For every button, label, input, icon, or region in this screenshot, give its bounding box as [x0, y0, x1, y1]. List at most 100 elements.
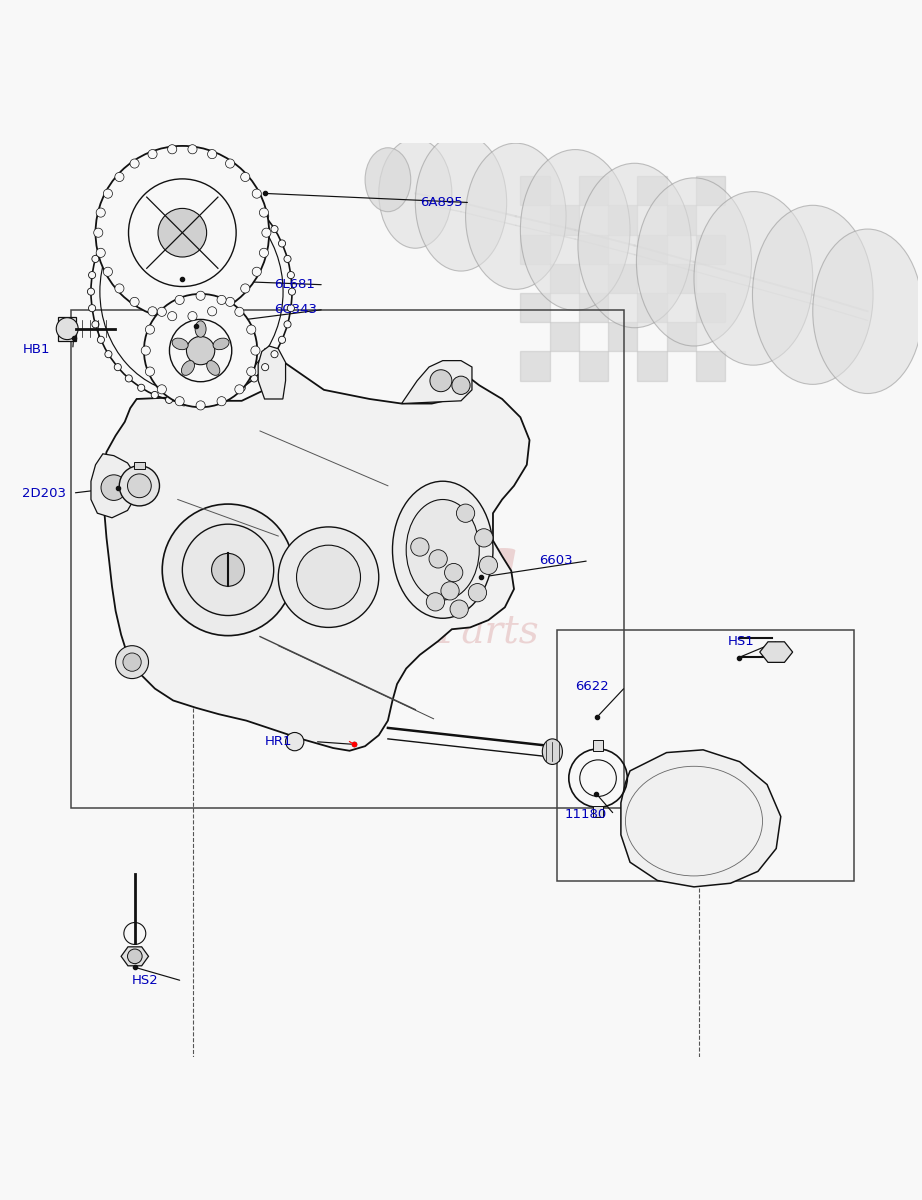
Circle shape: [148, 307, 157, 316]
Circle shape: [284, 256, 291, 263]
Bar: [520, 234, 550, 264]
Bar: [557, 630, 854, 882]
Circle shape: [226, 158, 235, 168]
Circle shape: [146, 367, 155, 376]
Circle shape: [450, 600, 468, 618]
Circle shape: [98, 240, 104, 247]
Bar: [520, 352, 550, 380]
Circle shape: [128, 179, 236, 287]
Circle shape: [89, 305, 96, 312]
Circle shape: [103, 190, 112, 198]
Circle shape: [456, 504, 475, 522]
Circle shape: [105, 226, 112, 233]
Circle shape: [196, 401, 206, 410]
Circle shape: [141, 346, 150, 355]
Bar: [609, 205, 637, 234]
Circle shape: [271, 350, 278, 358]
Circle shape: [183, 524, 274, 616]
Circle shape: [210, 396, 218, 403]
Circle shape: [235, 385, 244, 394]
Bar: [550, 323, 579, 352]
Circle shape: [115, 173, 124, 181]
Circle shape: [98, 336, 104, 343]
Circle shape: [253, 190, 261, 198]
Text: HR1: HR1: [265, 736, 292, 748]
Ellipse shape: [195, 320, 207, 337]
Ellipse shape: [207, 360, 219, 376]
Circle shape: [278, 240, 286, 247]
Circle shape: [96, 208, 105, 217]
Circle shape: [251, 346, 260, 355]
Bar: [58, 317, 77, 341]
Bar: [696, 293, 725, 323]
Circle shape: [262, 228, 271, 238]
Circle shape: [207, 150, 217, 158]
Circle shape: [251, 202, 257, 209]
Ellipse shape: [636, 178, 751, 346]
Circle shape: [123, 653, 141, 671]
Bar: [134, 462, 145, 469]
Circle shape: [166, 396, 172, 403]
Circle shape: [259, 248, 268, 257]
Circle shape: [430, 370, 452, 391]
Circle shape: [288, 305, 294, 312]
Polygon shape: [621, 750, 781, 887]
Circle shape: [114, 364, 122, 371]
Polygon shape: [258, 346, 286, 398]
Circle shape: [210, 180, 218, 187]
Ellipse shape: [813, 229, 922, 394]
Bar: [594, 805, 603, 816]
Bar: [667, 205, 696, 234]
Circle shape: [468, 583, 487, 602]
Text: 6C343: 6C343: [274, 302, 316, 316]
Circle shape: [181, 178, 187, 185]
Circle shape: [146, 325, 155, 334]
Circle shape: [195, 178, 203, 185]
Circle shape: [151, 185, 159, 192]
Circle shape: [225, 391, 231, 398]
Bar: [696, 234, 725, 264]
Bar: [667, 264, 696, 293]
Circle shape: [235, 307, 244, 317]
Circle shape: [96, 146, 269, 319]
Bar: [579, 234, 609, 264]
Bar: [579, 176, 609, 205]
Circle shape: [94, 228, 103, 238]
Bar: [667, 323, 696, 352]
Bar: [637, 352, 667, 380]
Circle shape: [247, 367, 255, 376]
Circle shape: [238, 192, 245, 199]
Bar: [637, 176, 667, 205]
Circle shape: [289, 288, 296, 295]
Circle shape: [130, 298, 139, 306]
Circle shape: [241, 173, 250, 181]
Circle shape: [217, 397, 226, 406]
Circle shape: [170, 319, 231, 382]
Circle shape: [105, 350, 112, 358]
Circle shape: [271, 226, 278, 233]
Circle shape: [130, 158, 139, 168]
Circle shape: [288, 271, 294, 278]
Circle shape: [410, 538, 429, 556]
Text: 2D203: 2D203: [22, 487, 66, 499]
Circle shape: [158, 385, 166, 394]
Bar: [71, 311, 623, 809]
Circle shape: [119, 466, 160, 506]
Circle shape: [241, 284, 250, 293]
Circle shape: [251, 374, 257, 382]
Circle shape: [286, 732, 304, 751]
Circle shape: [162, 504, 294, 636]
Bar: [594, 739, 603, 751]
Polygon shape: [121, 947, 148, 966]
Circle shape: [238, 384, 245, 391]
Circle shape: [441, 582, 459, 600]
Circle shape: [188, 312, 197, 320]
Text: 6A895: 6A895: [420, 196, 463, 209]
Circle shape: [144, 294, 257, 407]
Text: 6622: 6622: [575, 680, 609, 694]
Circle shape: [115, 284, 124, 293]
Bar: [579, 352, 609, 380]
Circle shape: [92, 256, 99, 263]
Polygon shape: [91, 454, 136, 517]
Circle shape: [148, 150, 157, 158]
